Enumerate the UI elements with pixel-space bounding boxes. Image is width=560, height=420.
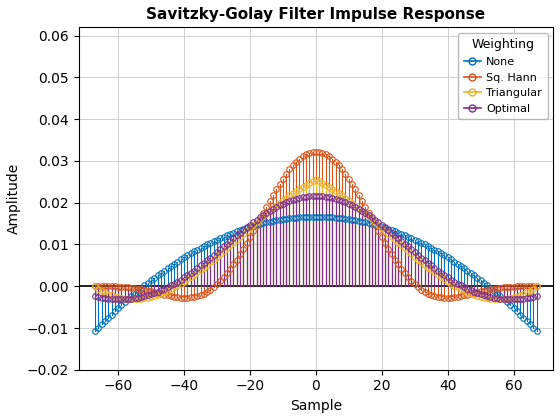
Title: Savitzky-Golay Filter Impulse Response: Savitzky-Golay Filter Impulse Response (146, 7, 486, 22)
Y-axis label: Amplitude: Amplitude (7, 163, 21, 234)
Legend: None, Sq. Hann, Triangular, Optimal: None, Sq. Hann, Triangular, Optimal (459, 33, 548, 119)
X-axis label: Sample: Sample (290, 399, 342, 413)
